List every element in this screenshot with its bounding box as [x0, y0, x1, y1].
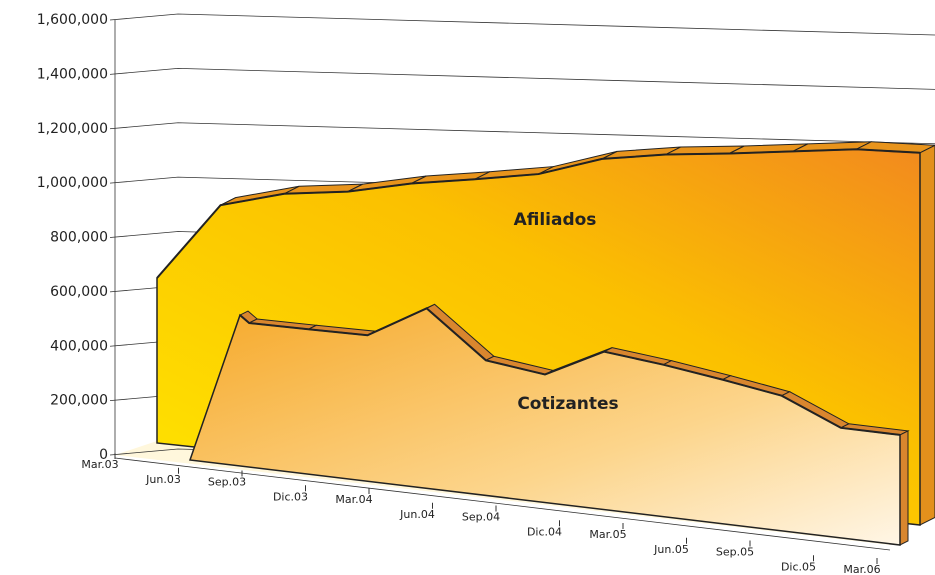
- y-tick-label: 200,000: [50, 393, 108, 409]
- y-tick-label: 400,000: [50, 338, 108, 354]
- y-tick-label: 1,400,000: [37, 66, 108, 82]
- x-tick-label: Sep.03: [208, 476, 246, 489]
- area-line: [156, 148, 921, 279]
- y-tick-label: 0: [99, 447, 108, 463]
- y-tick-label: 1,600,000: [37, 12, 108, 28]
- x-tick-label: Jun.04: [399, 508, 435, 521]
- x-tick-label: Jun.05: [653, 543, 689, 556]
- x-tick-label: Mar.06: [843, 563, 880, 575]
- x-tick-label: Jun.03: [145, 473, 181, 486]
- y-tick-label: 1,200,000: [37, 121, 108, 137]
- area-line: [239, 307, 901, 436]
- grid-line: [109, 67, 935, 90]
- x-tick-label: Dic.03: [273, 490, 308, 503]
- area-side: [919, 144, 935, 526]
- x-tick-label: Mar.05: [589, 528, 626, 541]
- y-tick-label: 800,000: [50, 230, 108, 246]
- series-label: Afiliados: [514, 210, 597, 230]
- series-label: Cotizantes: [517, 394, 618, 414]
- grid-line: [109, 13, 935, 36]
- x-tick-label: Mar.04: [335, 493, 372, 506]
- x-tick-label: Sep.05: [716, 546, 754, 559]
- x-tick-label: Sep.04: [462, 511, 500, 524]
- y-tick-label: 1,000,000: [37, 175, 108, 191]
- y-tick-label: 600,000: [50, 284, 108, 300]
- x-tick-label: Dic.05: [781, 560, 816, 573]
- x-tick-label: Dic.04: [527, 525, 562, 538]
- x-axis: [114, 457, 891, 551]
- x-tick-label: Mar.03: [81, 458, 118, 471]
- grid-line: [109, 122, 935, 145]
- area-side: [899, 430, 909, 546]
